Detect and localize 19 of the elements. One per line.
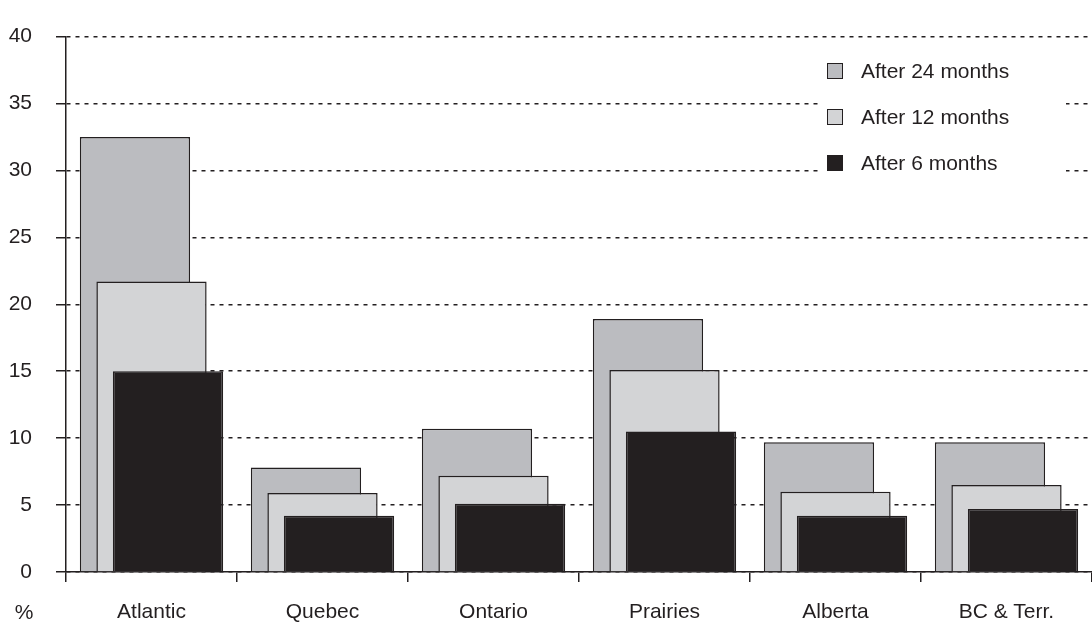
legend-label: After 24 months [861,59,1010,83]
y-tick-label: 35 [8,90,32,114]
x-tick-label: Alberta [802,599,870,623]
x-tick-label: Quebec [285,599,360,623]
x-tick-label: Prairies [628,599,701,623]
legend-label: After 12 months [861,105,1010,129]
y-tick-label: 10 [8,424,32,448]
y-tick-label: 5 [20,491,32,515]
y-tick-label: 15 [8,358,32,382]
x-tick-label: BC & Terr. [958,599,1055,623]
y-tick-label: 25 [8,224,32,248]
legend-label: After 6 months [861,151,998,175]
y-axis-title: % [14,599,34,623]
y-tick-label: 30 [8,157,32,181]
x-tick-label: Ontario [459,599,528,623]
y-tick-label: 0 [20,558,32,582]
x-tick-label: Atlantic [117,599,186,623]
y-tick-label: 20 [8,291,32,315]
y-tick-label: 40 [8,23,32,47]
